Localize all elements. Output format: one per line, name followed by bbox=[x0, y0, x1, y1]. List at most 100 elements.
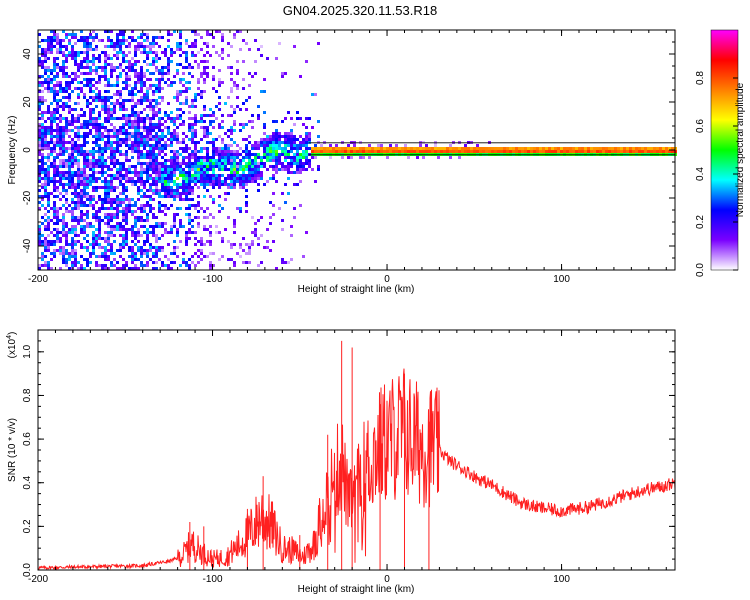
spectrogram-cell bbox=[236, 60, 239, 63]
spectrogram-cell bbox=[53, 90, 56, 93]
spectrogram-cell bbox=[104, 213, 107, 216]
spectrogram-cell bbox=[149, 165, 152, 168]
spectrogram-cell bbox=[263, 153, 266, 156]
spectrogram-cell bbox=[50, 42, 53, 45]
scale-note-open: (x10 bbox=[7, 338, 18, 358]
spectrogram-cell bbox=[98, 99, 101, 102]
spectrogram-cell bbox=[71, 147, 74, 150]
spectrogram-cell bbox=[167, 129, 170, 132]
spectrogram-cell bbox=[56, 99, 59, 102]
spectrogram-cell bbox=[95, 177, 98, 180]
spectrogram-cell bbox=[95, 240, 98, 243]
spectrogram-cell bbox=[254, 72, 257, 75]
spectrogram-cell bbox=[287, 150, 290, 153]
spectrogram-cell bbox=[203, 168, 206, 171]
spectrogram-cell bbox=[86, 42, 89, 45]
spectrogram-cell bbox=[254, 180, 257, 183]
spectrogram-cell bbox=[53, 195, 56, 198]
spectrogram-cell bbox=[113, 105, 116, 108]
spectrogram-cell bbox=[110, 45, 113, 48]
spectrogram-cell bbox=[128, 138, 131, 141]
spectrogram-cell bbox=[53, 240, 56, 243]
spectrogram-cell bbox=[248, 261, 251, 264]
spectrogram-cell bbox=[104, 267, 107, 270]
spectrogram-cell bbox=[284, 141, 287, 144]
spectrogram-cell bbox=[56, 126, 59, 129]
spectrogram-cell bbox=[62, 150, 65, 153]
spectrogram-cell bbox=[167, 33, 170, 36]
spectrogram-cell bbox=[74, 189, 77, 192]
spectrogram-cell bbox=[158, 129, 161, 132]
spectrogram-cell bbox=[320, 150, 323, 153]
spectrogram-cell bbox=[122, 153, 125, 156]
spectrogram-cell bbox=[44, 69, 47, 72]
spectrogram-cell bbox=[209, 267, 212, 270]
spectrogram-cell bbox=[314, 150, 317, 153]
spectrogram-cell bbox=[179, 225, 182, 228]
spectrogram-cell bbox=[98, 144, 101, 147]
spectrogram-cell bbox=[437, 156, 440, 159]
spectrogram-cell bbox=[146, 228, 149, 231]
spectrogram-cell bbox=[200, 177, 203, 180]
spectrogram-cell bbox=[209, 174, 212, 177]
spectrogram-cell bbox=[152, 213, 155, 216]
spectrogram-cell bbox=[86, 36, 89, 39]
spectrogram-cell bbox=[62, 51, 65, 54]
spectrogram-cell bbox=[113, 159, 116, 162]
spectrogram-cell bbox=[119, 30, 122, 33]
spectrogram-cell bbox=[182, 51, 185, 54]
spectrogram-cell bbox=[83, 246, 86, 249]
spectrogram-cell bbox=[113, 234, 116, 237]
spectrogram-cell bbox=[137, 174, 140, 177]
spectrogram-cell bbox=[44, 39, 47, 42]
spectrogram-cell bbox=[167, 69, 170, 72]
spectrogram-cell bbox=[107, 129, 110, 132]
spectrogram-cell bbox=[140, 261, 143, 264]
spectrogram-cell bbox=[182, 150, 185, 153]
spectrogram-cell bbox=[482, 150, 485, 153]
spectrogram-cell bbox=[182, 261, 185, 264]
spectrogram-cell bbox=[53, 69, 56, 72]
spectrogram-cell bbox=[38, 264, 41, 267]
spectrogram-cell bbox=[233, 168, 236, 171]
spectrogram-cell bbox=[218, 54, 221, 57]
spectrogram-cell bbox=[311, 93, 314, 96]
spectrogram-cell bbox=[239, 129, 242, 132]
spectrogram-cell bbox=[104, 111, 107, 114]
spectrogram-cell bbox=[185, 237, 188, 240]
spectrogram-cell bbox=[365, 150, 368, 153]
spectrogram-cell bbox=[266, 150, 269, 153]
spectrogram-cell bbox=[110, 30, 113, 33]
spectrogram-cell bbox=[470, 147, 473, 150]
spectrogram-cell bbox=[77, 102, 80, 105]
spectrogram-cell bbox=[92, 96, 95, 99]
spectrogram-cell bbox=[131, 228, 134, 231]
spectrogram-cell bbox=[212, 168, 215, 171]
spectrogram-cell bbox=[143, 243, 146, 246]
spectrogram-cell bbox=[170, 252, 173, 255]
spectrogram-cell bbox=[155, 267, 158, 270]
spectrogram-cell bbox=[128, 75, 131, 78]
spectrogram-cell bbox=[38, 141, 41, 144]
spectrogram-cell bbox=[125, 222, 128, 225]
spectrogram-cell bbox=[68, 174, 71, 177]
spectrogram-cell bbox=[362, 150, 365, 153]
spectrogram-cell bbox=[65, 225, 68, 228]
spectrogram-cell bbox=[50, 45, 53, 48]
spectrogram-cell bbox=[245, 108, 248, 111]
spectrogram-cell bbox=[101, 159, 104, 162]
spectrogram-cell bbox=[59, 240, 62, 243]
spectrogram-cell bbox=[95, 69, 98, 72]
spectrogram-cell bbox=[248, 174, 251, 177]
spectrogram-cell bbox=[110, 162, 113, 165]
spectrogram-cell bbox=[53, 222, 56, 225]
spectrogram-cell bbox=[74, 225, 77, 228]
spectrogram-cell bbox=[77, 177, 80, 180]
spectrogram-cell bbox=[191, 180, 194, 183]
spectrogram-cell bbox=[275, 129, 278, 132]
spectrogram-cell bbox=[86, 177, 89, 180]
spectrogram-cell bbox=[146, 264, 149, 267]
spectrogram-cell bbox=[59, 192, 62, 195]
spectrogram-cell bbox=[173, 192, 176, 195]
